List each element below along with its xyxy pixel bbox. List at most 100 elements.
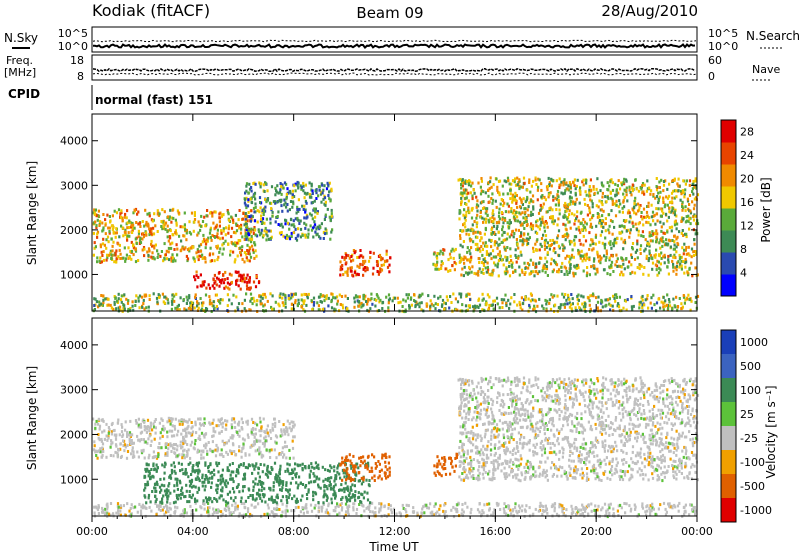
heatmap-cell bbox=[568, 209, 571, 213]
heatmap-cell bbox=[246, 510, 250, 514]
heatmap-cell bbox=[544, 256, 547, 260]
heatmap-cell bbox=[127, 307, 130, 311]
heatmap-cell bbox=[581, 302, 584, 306]
heatmap-cell bbox=[104, 218, 107, 222]
heatmap-cell bbox=[536, 219, 539, 223]
heatmap-cell bbox=[114, 251, 117, 255]
heatmap-cell bbox=[661, 236, 664, 240]
heatmap-cell bbox=[279, 188, 282, 192]
heatmap-cell bbox=[138, 294, 142, 298]
heatmap-cell bbox=[491, 231, 494, 234]
heatmap-cell bbox=[474, 230, 477, 234]
heatmap-cell bbox=[317, 510, 320, 514]
heatmap-cell bbox=[478, 261, 481, 264]
heatmap-cell bbox=[474, 242, 477, 246]
heatmap-cell bbox=[573, 238, 576, 242]
heatmap-cell bbox=[567, 184, 570, 188]
heatmap-cell bbox=[543, 263, 546, 267]
heatmap-cell bbox=[172, 461, 175, 465]
heatmap-cell bbox=[466, 308, 469, 312]
heatmap-cell bbox=[590, 225, 594, 229]
heatmap-cell bbox=[653, 303, 656, 307]
heatmap-cell bbox=[232, 230, 236, 234]
heatmap-cell bbox=[207, 283, 210, 287]
heatmap-cell bbox=[577, 508, 580, 512]
heatmap-cell bbox=[305, 213, 308, 217]
heatmap-cell bbox=[130, 257, 133, 261]
heatmap-cell bbox=[207, 469, 210, 473]
heatmap-cell bbox=[506, 221, 509, 225]
heatmap-cell bbox=[341, 255, 344, 259]
heatmap-cell bbox=[662, 196, 665, 200]
heatmap-cell bbox=[627, 209, 630, 213]
heatmap-cell bbox=[103, 297, 106, 301]
heatmap-cell bbox=[686, 271, 689, 275]
heatmap-cell bbox=[662, 180, 666, 183]
heatmap-cell bbox=[694, 214, 697, 218]
heatmap-cell bbox=[320, 294, 323, 298]
heatmap-cell bbox=[275, 215, 278, 219]
heatmap-cell bbox=[184, 495, 187, 498]
heatmap-cell bbox=[651, 506, 654, 510]
heatmap-cell bbox=[620, 265, 623, 269]
heatmap-cell bbox=[291, 205, 294, 209]
heatmap-cell bbox=[178, 493, 181, 497]
heatmap-cell bbox=[181, 492, 184, 496]
heatmap-cell bbox=[611, 304, 614, 308]
heatmap-cell bbox=[255, 462, 258, 466]
heatmap-cell bbox=[540, 244, 543, 248]
heatmap-cell bbox=[670, 191, 674, 195]
heatmap-cell bbox=[448, 252, 452, 256]
heatmap-cell bbox=[257, 471, 260, 475]
heatmap-cell bbox=[544, 509, 547, 513]
heatmap-cell bbox=[385, 252, 388, 256]
heatmap-cell bbox=[271, 294, 274, 298]
heatmap-cell bbox=[509, 221, 512, 225]
heatmap-cell bbox=[576, 210, 579, 214]
heatmap-cell bbox=[134, 300, 137, 303]
heatmap-cell bbox=[412, 506, 415, 510]
heatmap-cell bbox=[555, 208, 558, 211]
heatmap-cell bbox=[282, 234, 285, 238]
heatmap-cell bbox=[467, 271, 470, 275]
heatmap-cell bbox=[538, 261, 541, 265]
heatmap-cell bbox=[572, 271, 575, 275]
heatmap-cell bbox=[496, 246, 499, 250]
heatmap-cell bbox=[549, 262, 553, 266]
heatmap-cell bbox=[491, 201, 494, 205]
heatmap-cell bbox=[290, 302, 293, 306]
heatmap-cell bbox=[134, 249, 138, 253]
heatmap-cell bbox=[158, 296, 161, 299]
heatmap-cell bbox=[196, 248, 199, 252]
heatmap-cell bbox=[297, 505, 300, 509]
heatmap-cell bbox=[320, 190, 323, 194]
heatmap-cell bbox=[461, 245, 464, 249]
heatmap-cell bbox=[266, 299, 269, 303]
heatmap-cell bbox=[625, 502, 628, 506]
heatmap-cell bbox=[237, 308, 240, 311]
heatmap-cell bbox=[564, 233, 567, 237]
heatmap-cell bbox=[130, 503, 133, 507]
heatmap-cell bbox=[128, 219, 131, 223]
heatmap-cell bbox=[504, 210, 507, 214]
heatmap-cell bbox=[114, 231, 117, 235]
heatmap-cell bbox=[260, 231, 263, 235]
heatmap-cell bbox=[651, 502, 654, 506]
heatmap-cell bbox=[170, 246, 173, 250]
heatmap-cell bbox=[488, 253, 491, 257]
heatmap-cell bbox=[142, 246, 146, 249]
heatmap-cell bbox=[683, 295, 686, 299]
heatmap-cell bbox=[471, 228, 474, 232]
heatmap-cell bbox=[259, 206, 262, 210]
heatmap-cell bbox=[466, 250, 469, 254]
heatmap-cell bbox=[252, 182, 255, 185]
heatmap-cell bbox=[123, 307, 126, 311]
heatmap-cell bbox=[485, 300, 488, 304]
heatmap-cell bbox=[676, 308, 679, 312]
heatmap-cell bbox=[405, 293, 408, 297]
heatmap-cell bbox=[325, 294, 328, 298]
heatmap-cell bbox=[568, 213, 571, 217]
heatmap-cell bbox=[572, 274, 575, 278]
heatmap-cell bbox=[191, 493, 194, 497]
